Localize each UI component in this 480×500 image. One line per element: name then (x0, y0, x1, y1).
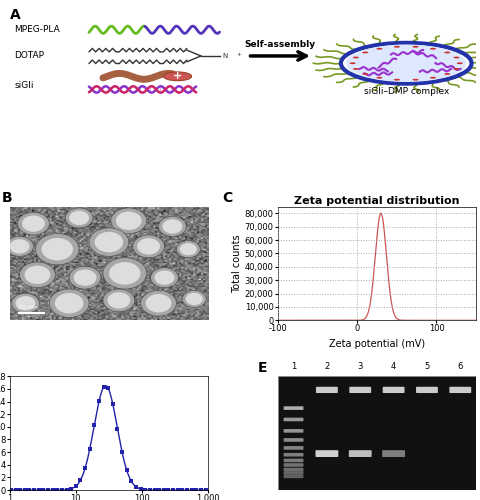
Circle shape (361, 52, 368, 54)
Text: 5: 5 (423, 362, 429, 370)
Circle shape (36, 234, 79, 265)
FancyBboxPatch shape (283, 463, 303, 467)
FancyBboxPatch shape (315, 450, 337, 457)
Circle shape (162, 220, 182, 234)
FancyBboxPatch shape (283, 453, 303, 456)
Text: 4: 4 (390, 362, 396, 370)
Circle shape (376, 48, 382, 50)
Circle shape (69, 266, 101, 289)
X-axis label: Zeta potential (mV): Zeta potential (mV) (328, 339, 424, 349)
Text: 1: 1 (290, 362, 296, 370)
FancyBboxPatch shape (382, 450, 404, 457)
FancyBboxPatch shape (283, 406, 303, 410)
Circle shape (346, 44, 465, 82)
FancyBboxPatch shape (382, 387, 404, 393)
Text: +: + (235, 52, 240, 57)
Title: Zeta potential distribution: Zeta potential distribution (294, 196, 459, 206)
Circle shape (73, 270, 96, 286)
Circle shape (429, 48, 435, 50)
Circle shape (443, 52, 449, 54)
Text: C: C (222, 192, 232, 205)
Circle shape (95, 232, 123, 252)
Circle shape (22, 216, 45, 232)
Text: MPEG-PLA: MPEG-PLA (14, 26, 60, 35)
Circle shape (103, 289, 134, 312)
FancyBboxPatch shape (283, 471, 303, 475)
Circle shape (89, 228, 129, 256)
Text: 3: 3 (357, 362, 362, 370)
Circle shape (154, 270, 174, 285)
Circle shape (182, 290, 206, 308)
Text: N: N (221, 53, 227, 59)
Circle shape (456, 62, 462, 64)
Circle shape (140, 290, 176, 316)
Circle shape (41, 238, 73, 260)
FancyBboxPatch shape (348, 387, 371, 393)
Circle shape (429, 77, 435, 78)
FancyBboxPatch shape (283, 458, 303, 462)
Circle shape (393, 78, 399, 80)
Circle shape (20, 262, 55, 287)
Circle shape (111, 208, 146, 234)
Circle shape (352, 68, 358, 70)
FancyBboxPatch shape (283, 446, 303, 450)
Circle shape (137, 238, 160, 254)
Circle shape (412, 46, 418, 48)
Text: E: E (257, 361, 267, 375)
Circle shape (49, 289, 89, 318)
Circle shape (340, 43, 470, 84)
Circle shape (55, 293, 84, 314)
Circle shape (145, 294, 171, 312)
Text: 2: 2 (324, 362, 329, 370)
Circle shape (109, 262, 140, 284)
Circle shape (15, 296, 36, 310)
Circle shape (6, 236, 34, 256)
Circle shape (185, 293, 203, 305)
Circle shape (69, 211, 89, 225)
Text: 20 nm: 20 nm (18, 304, 37, 310)
Circle shape (107, 292, 130, 308)
Circle shape (352, 56, 358, 58)
Circle shape (150, 268, 178, 287)
FancyBboxPatch shape (283, 474, 303, 478)
FancyBboxPatch shape (415, 387, 437, 393)
Text: +: + (173, 72, 182, 82)
Circle shape (65, 208, 93, 228)
Circle shape (349, 62, 355, 64)
Circle shape (18, 212, 49, 235)
Circle shape (158, 216, 186, 236)
Circle shape (376, 77, 382, 78)
Circle shape (176, 240, 200, 258)
Text: siGli–DMP complex: siGli–DMP complex (363, 88, 448, 96)
Circle shape (12, 294, 39, 313)
Circle shape (24, 266, 50, 284)
Y-axis label: Total counts: Total counts (231, 234, 241, 292)
FancyBboxPatch shape (448, 387, 470, 393)
Text: 6: 6 (456, 362, 462, 370)
Circle shape (180, 243, 196, 256)
Text: A: A (10, 8, 20, 22)
Text: B: B (1, 192, 12, 205)
Circle shape (393, 46, 399, 48)
Text: Self-assembly: Self-assembly (244, 40, 315, 48)
Circle shape (453, 56, 458, 58)
Circle shape (163, 72, 191, 80)
FancyBboxPatch shape (283, 429, 303, 432)
FancyBboxPatch shape (348, 450, 371, 457)
Circle shape (103, 258, 146, 289)
FancyBboxPatch shape (283, 418, 303, 422)
FancyBboxPatch shape (283, 468, 303, 471)
Text: DOTAP: DOTAP (14, 52, 44, 60)
Circle shape (10, 239, 29, 254)
Circle shape (132, 235, 164, 258)
Circle shape (361, 73, 368, 75)
FancyBboxPatch shape (283, 438, 303, 442)
Text: siGli: siGli (14, 80, 34, 90)
Circle shape (443, 73, 449, 75)
Circle shape (116, 212, 141, 230)
Circle shape (412, 78, 418, 80)
FancyBboxPatch shape (315, 387, 337, 393)
Circle shape (453, 68, 458, 70)
